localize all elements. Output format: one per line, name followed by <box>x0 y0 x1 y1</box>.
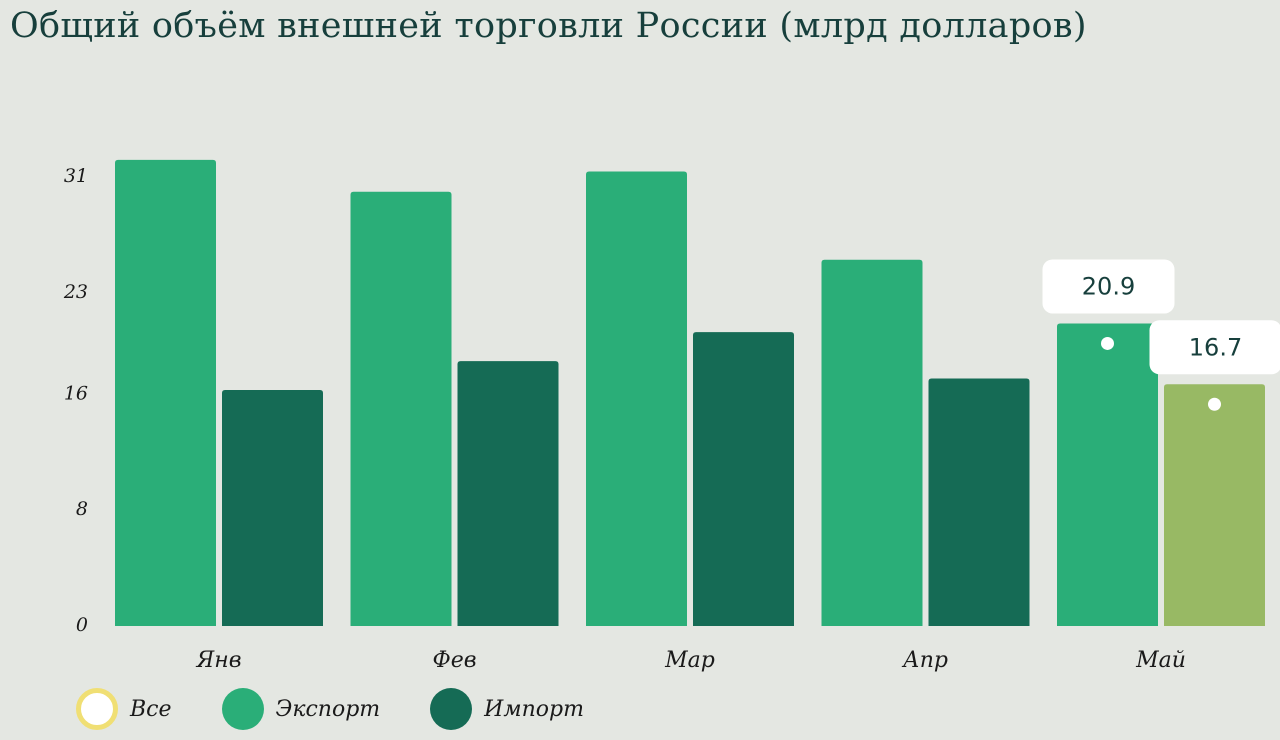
callout-box-0 <box>1042 259 1175 314</box>
chart-title: Общий объём внешней торговли России (млр… <box>10 6 1087 46</box>
legend-item-all[interactable]: Все <box>76 688 172 730</box>
y-tick-label: 8 <box>76 498 88 520</box>
bar-export-1[interactable] <box>350 191 452 626</box>
y-axis: 0 8 16 23 31 <box>63 165 88 636</box>
y-tick-label: 23 <box>63 281 88 303</box>
x-tick-label: Мар <box>664 648 715 673</box>
legend-item-import[interactable]: Импорт <box>430 688 584 730</box>
bar-import-4[interactable] <box>1164 384 1265 626</box>
callout-dot-0 <box>1101 336 1114 350</box>
legend-label-all: Все <box>130 696 172 722</box>
bars <box>115 159 1265 626</box>
y-tick-label: 31 <box>64 165 88 187</box>
bar-export-0[interactable] <box>115 159 216 626</box>
x-axis: Янв Фев Мар Апр Май <box>195 648 1185 673</box>
legend: Все Экспорт Импорт <box>76 688 634 730</box>
legend-swatch-all <box>76 688 118 730</box>
legend-label-export: Экспорт <box>275 696 381 722</box>
bar-export-2[interactable] <box>586 171 687 626</box>
callout-box-1 <box>1149 320 1280 375</box>
y-tick-label: 16 <box>64 382 88 404</box>
legend-swatch-export <box>221 688 264 730</box>
x-tick-label: Фев <box>432 648 476 673</box>
callout-dot-1 <box>1208 397 1221 411</box>
legend-label-import: Импорт <box>484 696 584 722</box>
bar-export-3[interactable] <box>821 259 923 626</box>
legend-item-export[interactable]: Экспорт <box>221 688 381 730</box>
callouts: 20.9 16.7 <box>1042 259 1280 411</box>
bar-export-4[interactable] <box>1057 323 1158 626</box>
x-tick-label: Янв <box>195 648 241 673</box>
x-tick-label: Май <box>1135 648 1186 673</box>
bar-import-2[interactable] <box>693 332 794 626</box>
bar-import-3[interactable] <box>928 378 1030 626</box>
x-tick-label: Апр <box>901 648 948 673</box>
y-tick-label: 0 <box>76 614 88 636</box>
callout-value-1: 16.7 <box>1189 333 1242 361</box>
legend-swatch-import <box>430 688 473 730</box>
bar-import-0[interactable] <box>222 390 323 626</box>
callout-value-0: 20.9 <box>1082 272 1135 300</box>
bar-import-1[interactable] <box>457 361 559 626</box>
